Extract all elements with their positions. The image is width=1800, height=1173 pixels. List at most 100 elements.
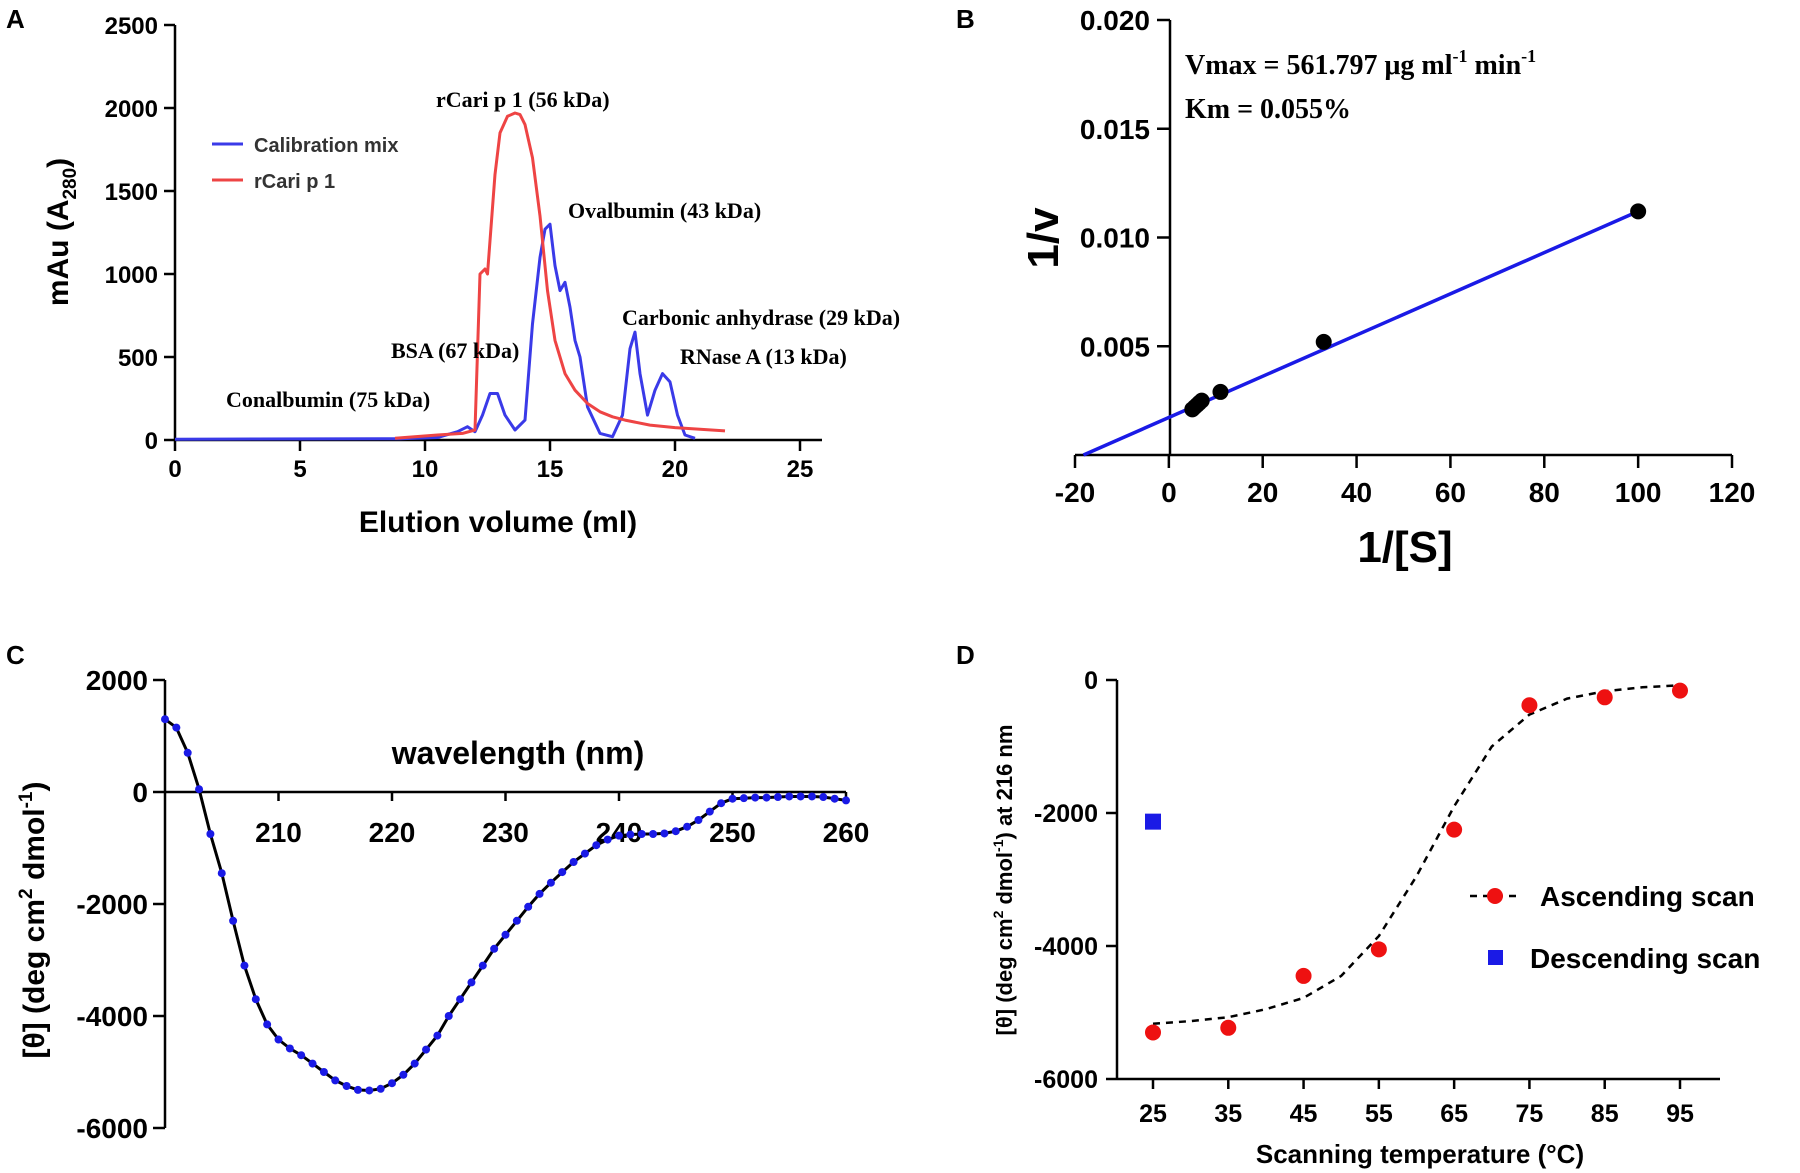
panel-c-data-point	[830, 794, 839, 803]
series-calibration-mix-line	[174, 222, 696, 441]
panel-c-data-point	[183, 748, 192, 757]
panel-b-xtick-label: 20	[1247, 477, 1278, 508]
panel-d-fit-curve	[1152, 684, 1681, 1026]
panel-d-ticks: 25 35 45 55 65 75 85 95 0 -2000 -4000 -6000	[1034, 667, 1694, 1128]
panel-a-ytick-label: 2000	[105, 96, 158, 123]
panel-label-c: C	[6, 640, 25, 670]
panel-c-data-point	[785, 792, 794, 801]
annotation-carbonic-anhydrase: Carbonic anhydrase (29 kDa)	[622, 305, 900, 330]
panel-c-data-point	[285, 1044, 294, 1053]
panel-c-data-point	[603, 835, 612, 844]
panel-d-xtick-label: 45	[1290, 1100, 1318, 1128]
legend-descending-marker	[1488, 950, 1503, 965]
panel-a-xlabel: Elution volume (ml)	[359, 506, 637, 539]
panel-d-xtick-label: 25	[1139, 1100, 1167, 1128]
panel-a-ytick-label: 500	[118, 345, 158, 372]
panel-c-data-point	[671, 827, 680, 836]
panel-b-xlabel: 1/[S]	[1357, 523, 1452, 572]
panel-c-data-point	[297, 1051, 306, 1060]
panel-b-xtick-label: 0	[1161, 477, 1177, 508]
panel-b-ytick-label: 0.010	[1080, 223, 1150, 254]
panel-a-ticks: 0 5 10 15 20 25 0 500 1000 1500 2000 2500	[105, 13, 814, 483]
panel-c-data-point	[161, 715, 169, 724]
panel-c-data-point	[592, 841, 601, 850]
panel-c-data-point	[251, 995, 260, 1004]
panel-c-data-point	[739, 794, 748, 803]
panel-d-ascending-point	[1596, 689, 1613, 706]
panel-c-xlabel: wavelength (nm)	[391, 735, 644, 771]
panel-c-data-point	[478, 961, 487, 970]
panel-c-data-point	[410, 1059, 419, 1068]
panel-c-ytick-label: -4000	[76, 1001, 148, 1032]
panel-c-data-point	[217, 869, 226, 878]
panel-c-data-point	[762, 793, 771, 802]
panel-c-data-point	[172, 723, 181, 732]
panel-c-data-point	[240, 961, 249, 970]
panel-c-ytick-label: -6000	[76, 1113, 148, 1144]
panel-c-data-point	[558, 868, 567, 877]
panel-d-ylabel: [θ] (deg cm2 dmol-1) at 216 nm	[990, 725, 1017, 1036]
panel-d-ascending-point	[1220, 1019, 1237, 1036]
panel-b-ylabel: 1/v	[1019, 207, 1068, 269]
panel-b-xtick-label: 120	[1709, 477, 1756, 508]
panel-d-descending-point	[1145, 813, 1161, 830]
panel-b-data-point	[1315, 333, 1332, 350]
panel-c-data-point	[308, 1059, 317, 1068]
panel-b-xtick-label: 80	[1529, 477, 1560, 508]
panel-c-data-point	[501, 930, 510, 939]
panel-c-data-point	[751, 793, 760, 802]
annotation-bsa: BSA (67 kDa)	[391, 338, 519, 363]
panel-d-ytick-label: -6000	[1034, 1066, 1098, 1094]
panel-c-xtick-label: 210	[255, 817, 302, 848]
annotation-ovalbumin: Ovalbumin (43 kDa)	[568, 198, 761, 223]
panel-c-data-point	[807, 792, 816, 801]
panel-c-xtick-label: 250	[709, 817, 756, 848]
panel-d-xtick-label: 85	[1591, 1100, 1619, 1128]
panel-b-data-point	[1193, 392, 1210, 409]
panel-c-data-point	[456, 995, 465, 1004]
panel-c-data-point	[637, 830, 646, 838]
panel-a-xtick-label: 0	[168, 456, 181, 483]
panel-c-xtick-label: 260	[823, 817, 870, 848]
panel-c-data-point	[819, 793, 828, 802]
panel-b-xtick-label: -20	[1055, 477, 1095, 508]
panel-d-ytick-label: 0	[1084, 667, 1098, 695]
panel-c-series	[161, 715, 850, 1095]
panel-d-series	[1145, 682, 1688, 1041]
panel-d-ascending-point	[1521, 697, 1538, 714]
panel-b-km-annotation: Km = 0.055%	[1185, 94, 1351, 125]
panel-c-data-point	[467, 978, 476, 987]
panel-c-data-point	[728, 794, 737, 803]
panel-c-data-point	[773, 793, 782, 802]
panel-d-ascending-point	[1370, 941, 1387, 958]
legend-ascending-marker	[1487, 888, 1503, 904]
panel-d-xtick-label: 95	[1666, 1100, 1694, 1128]
panel-c-data-point	[626, 830, 635, 839]
panel-c-data-point	[683, 822, 692, 831]
panel-d-ascending-point	[1672, 682, 1688, 699]
panel-c-data-point	[365, 1086, 374, 1095]
panel-b-data-point	[1630, 203, 1647, 220]
panel-a-ytick-label: 0	[145, 428, 158, 455]
panel-c-data-point	[263, 1020, 272, 1029]
panel-c-ylabel: [θ] (deg cm2 dmol-1)	[16, 781, 51, 1058]
panel-a-xtick-label: 15	[537, 456, 564, 483]
panel-a-ytick-label: 1500	[105, 179, 158, 206]
panel-d-xlabel: Scanning temperature (°C)	[1256, 1139, 1584, 1169]
panel-c-data-point	[342, 1082, 351, 1090]
panel-c-data-point	[274, 1035, 283, 1044]
panel-c: C 21022023024025026020000-2000-4000-6000…	[6, 640, 869, 1144]
legend-descending-label: Descending scan	[1530, 943, 1760, 974]
panel-c-data-point	[580, 849, 589, 858]
panel-c-spectrum-line	[164, 717, 847, 1092]
panel-c-data-point	[206, 830, 215, 838]
panel-c-xtick-label: 230	[482, 817, 529, 848]
panel-a-xtick-label: 10	[412, 456, 439, 483]
panel-c-data-point	[399, 1070, 408, 1079]
panel-b-ytick-label: 0.020	[1080, 5, 1150, 36]
panel-c-data-point	[694, 816, 703, 824]
panel-a-ytick-label: 1000	[105, 262, 158, 289]
panel-b-series	[1082, 203, 1647, 457]
panel-c-xtick-label: 220	[369, 817, 416, 848]
panel-c-data-point	[229, 916, 238, 925]
